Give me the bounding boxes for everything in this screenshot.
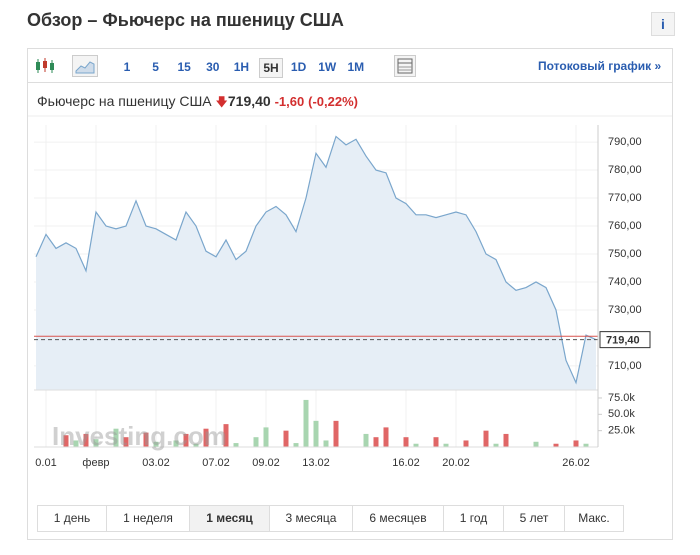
last-price-label: 719,40 xyxy=(606,335,640,347)
volume-bar xyxy=(63,435,69,447)
x-tick-label: 03.02 xyxy=(142,457,170,469)
down-arrow: 🡇 xyxy=(215,95,228,109)
range-button[interactable]: 3 месяца xyxy=(270,506,353,531)
table-icon[interactable] xyxy=(394,55,416,77)
volume-bar xyxy=(313,420,319,447)
volume-bar xyxy=(263,427,269,447)
volume-bar xyxy=(203,428,209,447)
range-button[interactable]: 6 месяцев xyxy=(353,506,444,531)
volume-bar xyxy=(413,443,419,447)
interval-button[interactable]: 1H xyxy=(233,60,250,74)
interval-button[interactable]: 1W xyxy=(318,60,337,74)
y-tick-label: 760,00 xyxy=(608,220,642,232)
volume-bar xyxy=(123,437,129,447)
volume-bar xyxy=(303,399,309,447)
volume-bar xyxy=(533,441,539,447)
volume-tick-label: 25.0k xyxy=(608,425,635,437)
area-icon[interactable] xyxy=(72,55,98,77)
interval-button[interactable]: 1M xyxy=(347,60,365,74)
interval-button[interactable]: 5H xyxy=(259,58,283,78)
volume-bar xyxy=(323,440,329,447)
range-button[interactable]: 1 год xyxy=(444,506,504,531)
interval-button[interactable]: 5 xyxy=(152,60,159,74)
page-title: Обзор – Фьючерс на пшеницу США xyxy=(27,10,344,30)
x-tick-label: 09.02 xyxy=(252,457,280,469)
change-percent: (-0,22%) xyxy=(308,94,358,109)
y-tick-label: 740,00 xyxy=(608,276,642,288)
volume-bar xyxy=(153,441,159,447)
info-button[interactable]: i xyxy=(651,12,675,36)
volume-bar xyxy=(463,440,469,447)
x-tick-label: 0.01 xyxy=(35,457,56,469)
interval-button[interactable]: 1D xyxy=(290,60,307,74)
watermark: Investing.com xyxy=(52,421,227,451)
volume-bar xyxy=(283,430,289,447)
volume-bar xyxy=(483,430,489,447)
range-button[interactable]: 1 месяц xyxy=(190,506,270,531)
volume-tick-label: 50.0k xyxy=(608,408,635,420)
change: -1,60 xyxy=(274,94,305,109)
interval-button[interactable]: 1 xyxy=(123,60,131,74)
volume-bar xyxy=(113,428,119,447)
link-arrow[interactable]: » xyxy=(654,59,662,73)
range-button[interactable]: 5 лет xyxy=(504,506,565,531)
y-tick-label: 790,00 xyxy=(608,136,642,148)
volume-bar xyxy=(193,443,199,447)
range-group: 1 день 1 неделя 1 месяц 3 месяца 6 месяцев 1 … xyxy=(37,505,624,532)
volume-bar xyxy=(433,437,439,447)
quote-line: Фьючерс на пшеницу США 🡇719,40 -1,60 (-0… xyxy=(37,93,358,114)
price: 719,40 xyxy=(227,93,271,109)
candle-icon[interactable] xyxy=(34,56,56,76)
toolbar xyxy=(28,50,672,83)
x-tick-label: 16.02 xyxy=(392,457,420,469)
x-tick-label: 13.02 xyxy=(302,457,330,469)
volume-bar xyxy=(73,440,79,447)
y-tick-label: 750,00 xyxy=(608,248,642,260)
range-button[interactable]: 1 день xyxy=(38,506,107,531)
x-tick-label: 20.02 xyxy=(442,457,470,469)
range-button[interactable]: Макс. xyxy=(578,511,610,525)
x-tick-label: 07.02 xyxy=(202,457,230,469)
volume-bar xyxy=(553,443,559,447)
volume-bar xyxy=(93,439,99,447)
widget-frame xyxy=(27,48,673,540)
volume-bar xyxy=(403,437,409,447)
range-button[interactable]: 1 неделя xyxy=(107,506,190,531)
price-area xyxy=(36,136,596,390)
volume-bar xyxy=(83,433,89,447)
volume-bar xyxy=(293,443,299,447)
y-tick-label: 770,00 xyxy=(608,192,642,204)
volume-bar xyxy=(443,443,449,447)
instrument-name: Фьючерс на пшеницу США xyxy=(37,93,212,109)
price-line xyxy=(35,135,597,385)
interval-button[interactable]: 15 xyxy=(177,60,191,74)
volume-bar xyxy=(503,433,509,447)
y-tick-label: 710,00 xyxy=(608,360,642,372)
volume-bar xyxy=(183,433,189,447)
interval-button[interactable]: 30 xyxy=(206,60,220,74)
volume-bar xyxy=(233,443,239,447)
last-price-box xyxy=(599,331,651,349)
volume-bar xyxy=(223,424,229,447)
volume-bar xyxy=(143,432,149,447)
stream-chart-link[interactable]: Потоковый график » xyxy=(538,59,661,73)
volume-bar xyxy=(493,443,499,447)
y-tick-label: 730,00 xyxy=(608,304,642,316)
volume-bar xyxy=(373,437,379,447)
volume-bar xyxy=(383,427,389,447)
volume-tick-label: 75.0k xyxy=(608,392,635,404)
y-tick-label: 780,00 xyxy=(608,164,642,176)
volume-bar xyxy=(173,440,179,447)
volume-bar xyxy=(583,443,589,447)
volume-bar xyxy=(333,420,339,447)
link-text[interactable]: Потоковый график xyxy=(538,59,652,73)
volume-bar xyxy=(573,440,579,447)
x-tick-label: февр xyxy=(82,457,109,469)
volume-bar xyxy=(253,437,259,447)
x-tick-label: 26.02 xyxy=(562,457,590,469)
volume-bar xyxy=(363,433,369,447)
